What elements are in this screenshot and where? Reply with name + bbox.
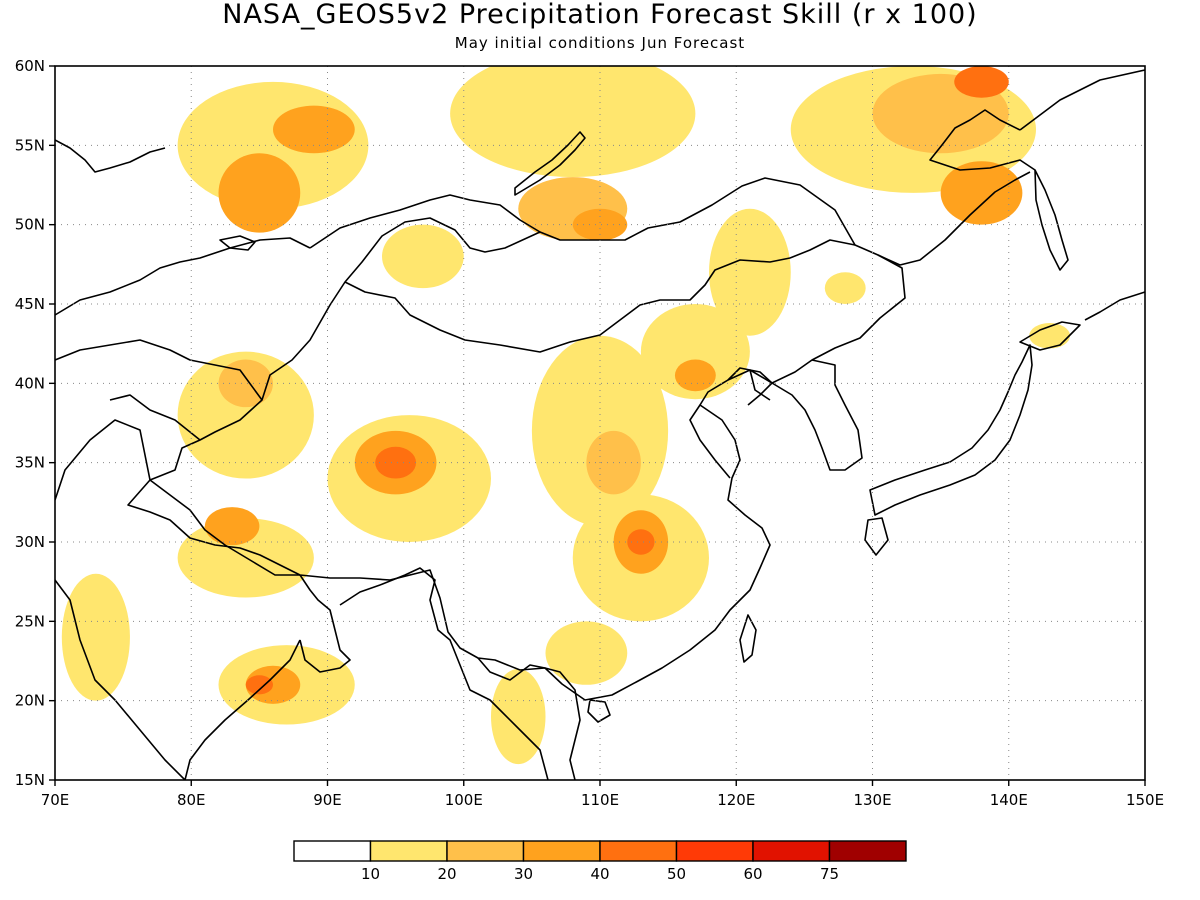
colorbar-swatch xyxy=(522,840,601,862)
skill-region-level-3 xyxy=(204,507,260,546)
chart-title: NASA_GEOS5v2 Precipitation Forecast Skil… xyxy=(222,0,978,30)
skill-region-level-1 xyxy=(640,304,750,400)
skill-region-level-1 xyxy=(709,208,791,336)
skill-region-level-1 xyxy=(382,224,464,289)
hainan-coast xyxy=(587,699,611,723)
latitude-tick-label: 20N xyxy=(15,692,45,710)
latitude-tick-label: 25N xyxy=(15,612,45,630)
skill-region-level-3 xyxy=(674,359,716,392)
latitude-tick-label: 45N xyxy=(15,295,45,313)
korea-coast xyxy=(771,359,863,471)
longitude-tick-label: 70E xyxy=(41,791,70,809)
longitude-tick-label: 130E xyxy=(853,791,891,809)
latitude-tick-label: 40N xyxy=(15,374,45,392)
lake-baikal xyxy=(514,131,586,196)
colorbar-label: 50 xyxy=(667,865,686,883)
latitude-tick-label: 15N xyxy=(15,771,45,789)
colorbar-swatch xyxy=(752,840,831,862)
colorbar-swatch xyxy=(446,840,525,862)
skill-region-level-1 xyxy=(824,272,866,304)
latitude-tick-label: 35N xyxy=(15,454,45,472)
west-coast xyxy=(55,139,166,173)
skill-region-level-1 xyxy=(450,66,696,178)
longitude-tick-label: 110E xyxy=(581,791,619,809)
japan-coast xyxy=(869,344,1033,516)
coastline-borders xyxy=(55,69,1145,780)
skill-region-level-3 xyxy=(572,208,628,241)
colorbar-swatch xyxy=(675,840,754,862)
chart-subtitle: May initial conditions Jun Forecast xyxy=(454,34,746,52)
colorbar-label: 10 xyxy=(361,865,380,883)
lat-lon-gridlines xyxy=(55,66,1145,780)
longitude-tick-label: 140E xyxy=(990,791,1028,809)
longitude-tick-label: 80E xyxy=(177,791,206,809)
colorbar-swatch xyxy=(599,840,678,862)
longitude-tick-label: 100E xyxy=(445,791,483,809)
hokkaido-coast xyxy=(1019,321,1081,351)
okhotsk-coast xyxy=(1084,291,1145,321)
latitude-tick-label: 30N xyxy=(15,533,45,551)
colorbar-swatch xyxy=(293,840,372,862)
skill-region-level-3 xyxy=(218,153,301,233)
skill-region-level-4 xyxy=(627,529,655,555)
latitude-axis: 15N 20N 25N 30N 35N 40N 45N 50N 55N 60N xyxy=(15,57,55,789)
skill-region-level-3 xyxy=(273,105,355,154)
skill-region-level-4 xyxy=(245,675,273,695)
skill-region-level-1 xyxy=(491,668,546,765)
skill-region-level-3 xyxy=(940,161,1023,225)
taiwan-coast xyxy=(739,614,757,663)
colorbar-label: 40 xyxy=(590,865,609,883)
skill-region-level-1 xyxy=(61,573,130,701)
colorbar-label: 30 xyxy=(514,865,533,883)
mongolia-boundary xyxy=(309,194,856,353)
latitude-tick-label: 50N xyxy=(15,216,45,234)
skill-region-level-1 xyxy=(1029,323,1071,349)
kyushu-coast xyxy=(864,517,889,556)
colorbar-label: 75 xyxy=(820,865,839,883)
myanmar-boundary xyxy=(339,567,549,780)
sakhalin-coast xyxy=(1034,169,1069,271)
latitude-tick-label: 55N xyxy=(15,136,45,154)
colorbar-label: 60 xyxy=(743,865,762,883)
skill-shading xyxy=(61,66,1071,765)
skill-region-level-1 xyxy=(545,621,628,685)
colorbar-swatch xyxy=(369,840,448,862)
china-east-coast xyxy=(689,369,771,479)
india-coast xyxy=(55,419,351,780)
central-asia-boundary xyxy=(55,339,263,441)
skill-region-level-4 xyxy=(375,446,417,479)
longitude-tick-label: 120E xyxy=(717,791,755,809)
latitude-tick-label: 60N xyxy=(15,57,45,75)
longitude-tick-label: 90E xyxy=(313,791,342,809)
longitude-tick-label: 150E xyxy=(1126,791,1164,809)
colorbar-swatch xyxy=(828,840,907,862)
liaodong-coast xyxy=(727,367,773,406)
balkhash-lake xyxy=(219,235,256,251)
nepal-boundary xyxy=(149,479,300,576)
colorbar-label: 20 xyxy=(437,865,456,883)
indochina-coast xyxy=(477,657,581,780)
colorbar: 10 20 30 40 50 60 75 xyxy=(293,840,907,883)
russia-far-east-coast xyxy=(877,69,1145,266)
kazakhstan-boundary xyxy=(55,237,311,316)
skill-region-level-4 xyxy=(954,66,1009,98)
longitude-axis: 70E 80E 90E 100E 110E 120E 130E 140E 150E xyxy=(41,780,1164,809)
